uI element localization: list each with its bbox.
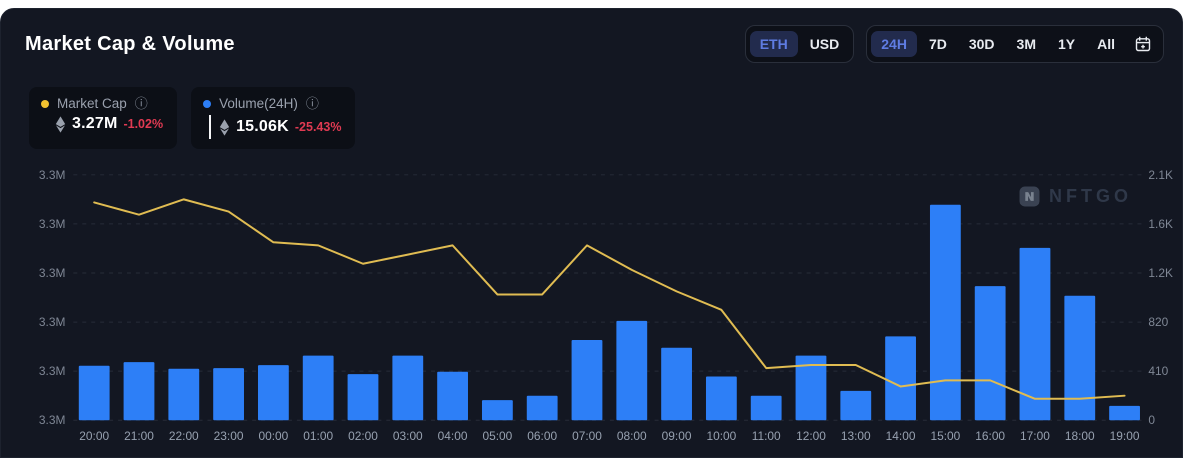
market-cap-legend-card: Market Cap ⓘ 3.27M -1.02% <box>29 87 178 149</box>
currency-eth-button[interactable]: ETH <box>749 31 798 57</box>
x-axis-tick: 09:00 <box>662 429 692 443</box>
x-axis-tick: 16:00 <box>975 429 1005 443</box>
right-axis-tick: 2.1K <box>1148 168 1173 182</box>
volume-bar-00:00[interactable] <box>257 365 289 421</box>
right-axis-tick: 1.2K <box>1148 266 1173 280</box>
x-axis-tick: 15:00 <box>930 429 960 443</box>
info-icon[interactable]: ⓘ <box>305 96 319 111</box>
left-axis-tick: 3.3M <box>39 266 65 280</box>
x-axis-tick: 18:00 <box>1065 429 1095 443</box>
volume-dot-icon <box>203 99 212 108</box>
right-axis-tick: 410 <box>1148 364 1168 378</box>
timeframe-24h-button[interactable]: 24H <box>871 31 917 57</box>
volume-label: Volume(24H) <box>219 96 298 111</box>
x-axis-tick: 08:00 <box>617 429 647 443</box>
volume-bar-21:00[interactable] <box>123 362 155 421</box>
timeframe-selector: 24H 7D 30D 3M 1Y All <box>866 25 1164 63</box>
x-axis-tick: 20:00 <box>79 429 109 443</box>
volume-bar-12:00[interactable] <box>795 355 827 421</box>
x-axis-tick: 00:00 <box>258 429 288 443</box>
market-cap-change: -1.02% <box>123 117 164 131</box>
x-axis-tick: 19:00 <box>1110 429 1140 443</box>
x-axis-tick: 13:00 <box>841 429 871 443</box>
x-axis-tick: 12:00 <box>796 429 826 443</box>
volume-bar-13:00[interactable] <box>840 390 872 421</box>
volume-bar-10:00[interactable] <box>705 376 737 421</box>
chart-canvas[interactable]: 3.3M 2.1K 3.3M 1.6K 3.3M 1.2K 3.3M 820 3.3M 410 3.… <box>1 146 1182 457</box>
left-axis-tick: 3.3M <box>39 168 65 182</box>
currency-usd-button[interactable]: USD <box>800 31 850 57</box>
volume-bar-09:00[interactable] <box>661 347 692 421</box>
volume-bar-05:00[interactable] <box>481 400 513 421</box>
x-axis-tick: 02:00 <box>348 429 378 443</box>
x-axis-tick: 14:00 <box>886 429 916 443</box>
eth-icon <box>219 118 230 136</box>
volume-bar-06:00[interactable] <box>526 395 558 421</box>
left-axis-tick: 3.3M <box>39 315 65 329</box>
chart-area[interactable]: 3.3M 2.1K 3.3M 1.6K 3.3M 1.2K 3.3M 820 3.3M 410 3.… <box>1 146 1182 457</box>
volume-bar-03:00[interactable] <box>392 355 424 421</box>
volume-change: -25.43% <box>294 120 342 134</box>
right-axis-tick: 1.6K <box>1148 217 1173 231</box>
chart-controls: ETH USD 24H 7D 30D 3M 1Y All <box>744 25 1164 63</box>
x-axis-tick: 17:00 <box>1020 429 1050 443</box>
left-axis-tick: 3.3M <box>39 364 65 378</box>
x-axis-tick: 22:00 <box>169 429 199 443</box>
volume-value: 15.06K <box>236 118 289 135</box>
x-axis-tick: 11:00 <box>752 429 781 443</box>
volume-bar-15:00[interactable] <box>929 204 961 421</box>
x-axis-tick: 05:00 <box>482 429 512 443</box>
market-cap-dot-icon <box>41 99 49 108</box>
volume-bar-11:00[interactable] <box>750 395 782 421</box>
x-axis-tick: 04:00 <box>438 429 468 443</box>
volume-bar-04:00[interactable] <box>437 371 468 421</box>
volume-bar-22:00[interactable] <box>168 368 200 421</box>
x-axis-tick: 01:00 <box>303 429 333 443</box>
currency-toggle: ETH USD <box>744 25 855 63</box>
x-axis-tick: 10:00 <box>706 429 736 443</box>
info-icon[interactable]: ⓘ <box>134 96 148 111</box>
volume-bar-23:00[interactable] <box>213 368 244 421</box>
x-axis-tick: 21:00 <box>124 429 154 443</box>
timeframe-30d-button[interactable]: 30D <box>959 31 1005 57</box>
legend: Market Cap ⓘ 3.27M -1.02% Volume(24H) ⓘ <box>29 87 356 149</box>
volume-bar-20:00[interactable] <box>78 365 110 421</box>
x-axis-tick: 06:00 <box>527 429 557 443</box>
market-cap-volume-panel: Market Cap & Volume ETH USD 24H 7D 30D 3… <box>0 8 1183 458</box>
volume-bar-08:00[interactable] <box>616 320 648 421</box>
volume-legend-card: Volume(24H) ⓘ 15.06K -25.43% <box>191 87 356 149</box>
right-axis-tick: 820 <box>1148 315 1168 329</box>
timeframe-1y-button[interactable]: 1Y <box>1048 31 1085 57</box>
text-cursor <box>209 115 212 139</box>
volume-bar-19:00[interactable] <box>1109 405 1140 421</box>
volume-bar-01:00[interactable] <box>302 355 334 421</box>
left-axis-tick: 3.3M <box>39 413 65 427</box>
market-cap-value: 3.27M <box>72 115 118 132</box>
volume-bar-18:00[interactable] <box>1064 295 1096 421</box>
market-cap-label: Market Cap <box>57 96 127 111</box>
x-axis-tick: 03:00 <box>393 429 423 443</box>
x-axis-tick: 07:00 <box>572 429 602 443</box>
calendar-icon[interactable] <box>1127 30 1159 58</box>
left-axis-tick: 3.3M <box>39 217 65 231</box>
timeframe-all-button[interactable]: All <box>1087 31 1125 57</box>
timeframe-3m-button[interactable]: 3M <box>1007 31 1046 57</box>
volume-bar-02:00[interactable] <box>347 374 379 421</box>
eth-icon <box>55 115 66 133</box>
timeframe-7d-button[interactable]: 7D <box>919 31 957 57</box>
volume-bar-07:00[interactable] <box>571 340 603 421</box>
x-axis-tick: 23:00 <box>214 429 244 443</box>
right-axis-tick: 0 <box>1148 413 1155 427</box>
market-cap-line[interactable] <box>93 198 1126 400</box>
panel-header: Market Cap & Volume ETH USD 24H 7D 30D 3… <box>25 25 1164 63</box>
volume-bar-14:00[interactable] <box>885 336 916 421</box>
page-title: Market Cap & Volume <box>25 32 235 55</box>
volume-bar-17:00[interactable] <box>1019 247 1051 421</box>
volume-bar-16:00[interactable] <box>974 286 1006 421</box>
